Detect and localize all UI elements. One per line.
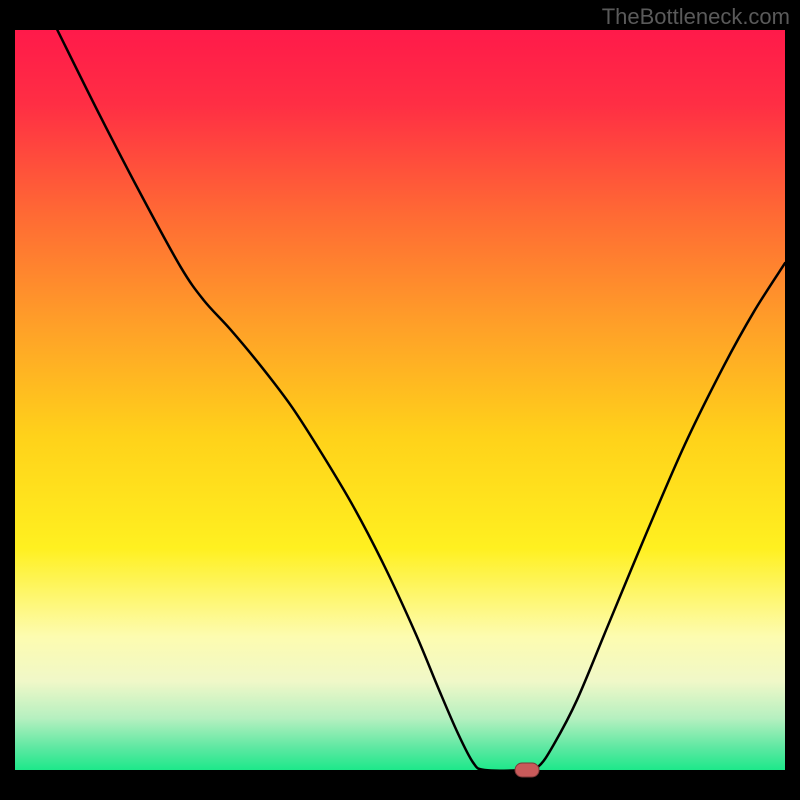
attribution-text: TheBottleneck.com bbox=[602, 4, 790, 30]
chart-container: TheBottleneck.com bbox=[0, 0, 800, 800]
bottleneck-chart bbox=[0, 0, 800, 800]
